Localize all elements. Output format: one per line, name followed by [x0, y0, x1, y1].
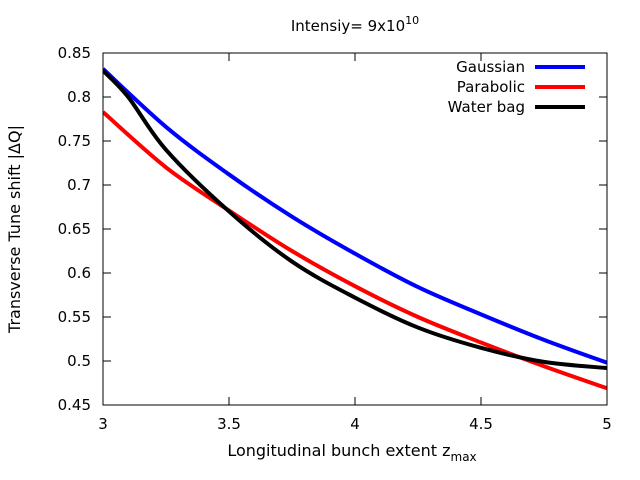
- chart-title-superscript: 10: [405, 14, 419, 27]
- series-line-water-bag: [103, 69, 607, 371]
- y-tick-label: 0.85: [58, 44, 91, 62]
- y-tick-label: 0.55: [58, 308, 91, 326]
- series-lines: [103, 67, 607, 391]
- chart-title: Intensiy= 9x1010: [291, 14, 419, 35]
- x-axis-label: Longitudinal bunch extent zmax: [227, 441, 476, 464]
- x-axis-label-subscript: max: [451, 450, 477, 464]
- y-tick-label: 0.6: [67, 264, 91, 282]
- axis-ticks: [102, 52, 608, 406]
- x-tick-label: 4.5: [469, 415, 493, 433]
- legend: Gaussian Parabolic Water bag: [448, 58, 585, 116]
- plot-frame: [102, 52, 608, 406]
- y-axis-label: Transverse Tune shift |ΔQ|: [5, 125, 24, 334]
- x-tick-label: 3: [98, 415, 108, 433]
- y-tick-label: 0.45: [58, 396, 91, 414]
- legend-label-water-bag: Water bag: [448, 98, 525, 116]
- legend-label-parabolic: Parabolic: [457, 78, 525, 96]
- y-tick-label: 0.75: [58, 132, 91, 150]
- x-tick-label: 3.5: [217, 415, 241, 433]
- y-tick-label: 0.5: [67, 352, 91, 370]
- x-tick-label: 4: [350, 415, 360, 433]
- y-tick-label: 0.8: [67, 88, 91, 106]
- y-tick-label: 0.7: [67, 176, 91, 194]
- y-tick-label: 0.65: [58, 220, 91, 238]
- legend-label-gaussian: Gaussian: [456, 58, 525, 76]
- series-line-gaussian: [103, 67, 607, 365]
- series-line-parabolic: [103, 110, 607, 391]
- x-tick-label: 5: [602, 415, 612, 433]
- tick-labels: 3 3.5 4 4.5 5 0.45 0.5 0.55 0.6 0.65 0.7 0.75 0.8 0.8…: [58, 44, 612, 433]
